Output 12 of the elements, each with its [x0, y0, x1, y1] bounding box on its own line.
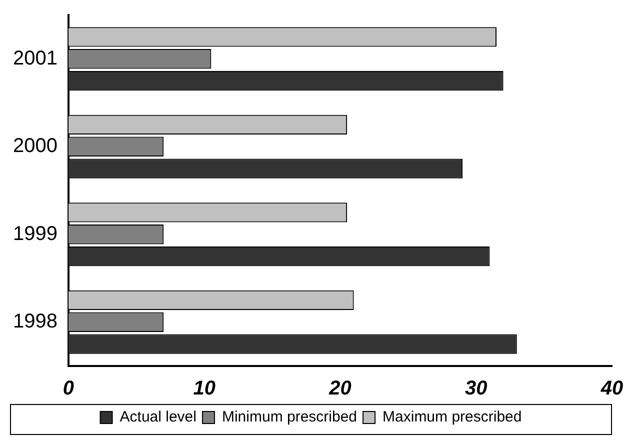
y-tick-label: 2001: [12, 47, 58, 70]
legend-label: Maximum prescribed: [382, 408, 522, 426]
legend-label: Minimum prescribed: [222, 408, 358, 426]
x-tick-label: 10: [193, 378, 216, 400]
y-tick-label: 1998: [12, 310, 58, 333]
y-tick-label: 1999: [12, 222, 58, 245]
x-tick-label: 30: [465, 378, 488, 400]
x-tick-label: 0: [62, 378, 74, 400]
legend-label: Actual level: [120, 408, 196, 426]
y-tick-label: 2000: [12, 135, 58, 158]
x-tick-label: 40: [600, 378, 624, 400]
x-tick-label: 20: [328, 378, 352, 400]
